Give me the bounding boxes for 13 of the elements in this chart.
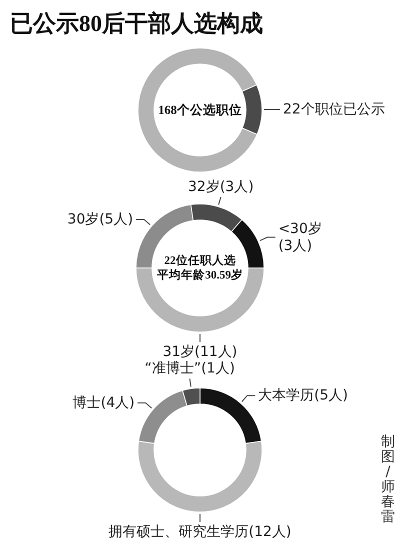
slice-label: 31岁(11人) — [162, 344, 238, 360]
text: 制图/师春雷 — [381, 434, 395, 525]
text: 22位任职人选平均年龄30.59岁 — [156, 252, 243, 282]
slice-label: 22个职位已公示 — [283, 101, 385, 118]
slice-label: 32岁(3人) — [188, 179, 254, 195]
chart-title: 已公示80后干部人选构成 — [10, 11, 263, 36]
text: 168个公选职位 — [158, 103, 242, 117]
slice-label: 大本学历(5人) — [258, 388, 348, 404]
slice-label: 博士(4人) — [72, 394, 135, 411]
slice-label: 拥有硕士、研究生学历(12人) — [108, 524, 292, 540]
slice-label: “准博士”(1人) — [144, 360, 235, 377]
slice-label: <30岁(3人) — [278, 220, 322, 254]
slice-label: 30岁(5人) — [67, 212, 134, 228]
